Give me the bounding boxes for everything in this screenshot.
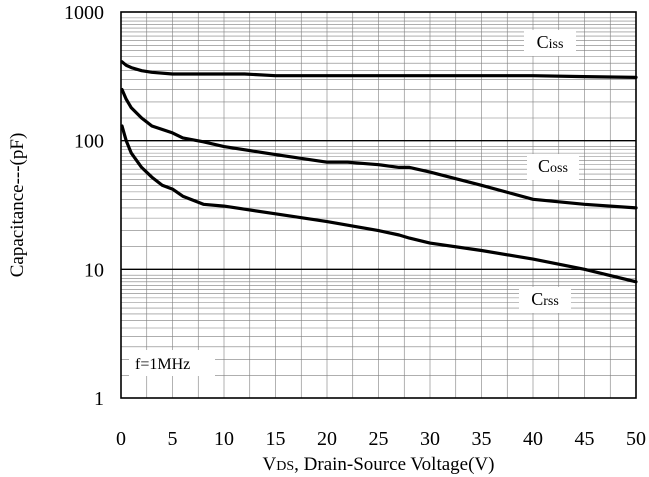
y-tick-label: 100 <box>74 131 104 153</box>
x-tick-label: 35 <box>472 428 492 450</box>
x-tick-label: 5 <box>168 428 178 450</box>
series-label-background <box>519 287 571 313</box>
annotation-text: f=1MHz <box>135 356 190 373</box>
plot-frame <box>120 11 637 399</box>
curves <box>120 60 638 284</box>
x-axis-title: VDS, Drain-Source Voltage(V) <box>263 454 495 475</box>
x-tick-label: 30 <box>420 428 440 450</box>
x-axis-title-prefix: V <box>263 454 277 475</box>
series-label-background <box>527 154 579 180</box>
x-tick-label: 15 <box>266 428 286 450</box>
x-tick-label: 25 <box>369 428 389 450</box>
y-tick-label: 1 <box>94 388 104 410</box>
x-tick-label: 20 <box>317 428 337 450</box>
series-line-ciss <box>120 60 638 79</box>
annotation-background <box>129 350 215 376</box>
x-tick-labels: 0 5 10 15 20 25 30 35 40 45 50 <box>116 428 646 450</box>
x-tick-label: 10 <box>214 428 234 450</box>
series-label-coss: Coss <box>538 156 568 176</box>
series-label-background <box>524 30 576 56</box>
y-tick-label: 1000 <box>64 2 104 24</box>
x-tick-label: 40 <box>523 428 543 450</box>
series-labels: Ciss Coss Crss <box>519 30 579 313</box>
series-label-crss: Crss <box>531 289 559 309</box>
y-tick-labels: 1 10 100 1000 <box>64 2 104 410</box>
series-label-ciss: Ciss <box>537 32 564 52</box>
x-tick-label: 0 <box>116 428 126 450</box>
x-axis-title-subscript: DS <box>276 459 294 474</box>
frequency-annotation: f=1MHz <box>129 350 215 376</box>
y-axis-title: Capacitance---(pF) <box>7 133 28 278</box>
y-tick-label: 10 <box>84 259 104 281</box>
x-tick-label: 45 <box>575 428 595 450</box>
x-tick-label: 50 <box>626 428 646 450</box>
series-line-coss <box>120 87 638 210</box>
grid <box>121 12 636 398</box>
x-axis-title-suffix: , Drain-Source Voltage(V) <box>294 454 494 475</box>
series-line-crss <box>120 124 638 284</box>
